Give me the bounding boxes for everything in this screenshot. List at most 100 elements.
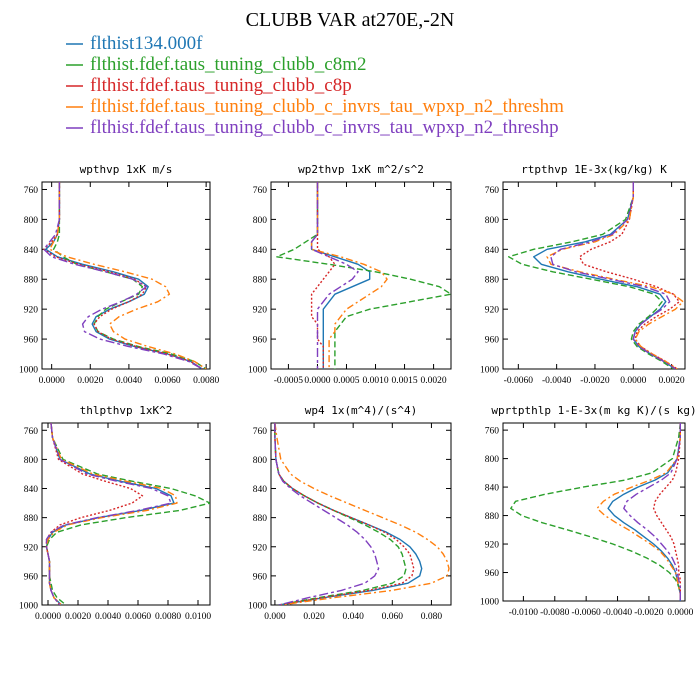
series-group bbox=[43, 182, 207, 369]
legend-label: flthist134.000f bbox=[90, 33, 203, 54]
panel-title: wp2thvp 1xK m^2/s^2 bbox=[298, 163, 424, 176]
y-tick-label: 920 bbox=[253, 543, 268, 553]
y-tick-label: 880 bbox=[24, 514, 39, 524]
y-tick-label: 920 bbox=[485, 306, 500, 316]
y-tick-label: 960 bbox=[485, 336, 500, 346]
series-line bbox=[274, 423, 407, 605]
x-tick-label: -0.0040 bbox=[603, 608, 633, 618]
y-tick-label: 960 bbox=[253, 572, 268, 582]
y-tick-label: 920 bbox=[485, 541, 500, 551]
plot-frame bbox=[502, 181, 686, 370]
legend-label: flthist.fdef.taus_tuning_clubb_c8p bbox=[90, 75, 352, 96]
y-tick-label: 920 bbox=[253, 306, 268, 316]
series-group bbox=[508, 182, 684, 369]
x-tick-label: 0.0020 bbox=[77, 376, 103, 386]
y-tick-label: 760 bbox=[24, 186, 39, 196]
series-group bbox=[45, 423, 210, 605]
legend-label: flthist.fdef.taus_tuning_clubb_c8m2 bbox=[90, 54, 367, 75]
series-line bbox=[623, 423, 681, 601]
x-tick-label: 0.0020 bbox=[659, 376, 685, 386]
legend-item: flthist134.000f bbox=[66, 33, 203, 54]
y-tick-label: 920 bbox=[24, 543, 39, 553]
x-tick-label: 0.0020 bbox=[421, 376, 447, 386]
series-line bbox=[276, 182, 451, 369]
x-tick-label: 0.020 bbox=[303, 612, 325, 622]
series-line bbox=[274, 423, 450, 605]
legend-item: flthist.fdef.taus_tuning_clubb_c8m2 bbox=[66, 54, 367, 75]
series-line bbox=[310, 182, 388, 369]
y-tick-label: 800 bbox=[253, 216, 268, 226]
y-tick-label: 760 bbox=[253, 427, 268, 437]
x-tick-label: -0.0005 bbox=[274, 376, 304, 386]
y-tick-label: 840 bbox=[24, 485, 39, 495]
panel-title: rtpthvp 1E-3x(kg/kg) K bbox=[521, 163, 667, 176]
series-line bbox=[274, 423, 415, 605]
x-tick-label: -0.0080 bbox=[540, 608, 570, 618]
y-tick-label: 760 bbox=[24, 427, 39, 437]
series-line bbox=[45, 423, 144, 605]
y-tick-label: 1000 bbox=[248, 602, 267, 612]
x-tick-label: 0.060 bbox=[382, 612, 404, 622]
y-tick-label: 800 bbox=[485, 216, 500, 226]
x-tick-label: 0.040 bbox=[342, 612, 364, 622]
x-tick-label: -0.0060 bbox=[504, 376, 534, 386]
series-line bbox=[652, 423, 681, 601]
series-group bbox=[276, 182, 451, 369]
series-line bbox=[310, 182, 359, 369]
y-tick-label: 880 bbox=[253, 276, 268, 286]
x-tick-label: 0.0040 bbox=[116, 376, 142, 386]
x-tick-label: -0.0020 bbox=[634, 608, 664, 618]
x-tick-label: 0.080 bbox=[421, 612, 443, 622]
y-tick-label: 840 bbox=[253, 485, 268, 495]
series-group bbox=[510, 423, 681, 601]
panel: wp4 1x(m^4)/(s^4)76080084088092096010000… bbox=[248, 404, 452, 622]
x-tick-label: -0.0040 bbox=[542, 376, 572, 386]
panel: thlpthvp 1xK^276080084088092096010000.00… bbox=[19, 404, 211, 622]
x-tick-label: 0.0010 bbox=[362, 376, 388, 386]
y-tick-label: 1000 bbox=[480, 366, 499, 376]
series-line bbox=[52, 182, 207, 369]
legend-item: flthist.fdef.taus_tuning_clubb_c_invrs_t… bbox=[66, 117, 559, 138]
series-group bbox=[274, 423, 450, 605]
y-tick-label: 960 bbox=[24, 572, 39, 582]
series-line bbox=[607, 423, 681, 601]
panel: wprtpthlp 1-E-3x(m kg K)/(s kg) 760 800 840… bbox=[480, 404, 697, 618]
x-tick-label: 0.0020 bbox=[65, 612, 91, 622]
x-tick-label: 0.0000 bbox=[620, 376, 646, 386]
y-tick-label: 1000 bbox=[19, 602, 38, 612]
y-tick-label: 1000 bbox=[480, 598, 499, 608]
panel-title: thlpthvp 1xK^2 bbox=[80, 404, 173, 417]
panel: rtpthvp 1E-3x(kg/kg) K 760 800 840 880 920 960… bbox=[480, 163, 686, 386]
y-tick-label: 840 bbox=[24, 246, 39, 256]
y-tick-label: 840 bbox=[253, 246, 268, 256]
x-tick-label: -0.0100 bbox=[509, 608, 539, 618]
series-line bbox=[45, 423, 178, 605]
series-line bbox=[310, 182, 336, 369]
x-tick-label: 0.0080 bbox=[155, 612, 181, 622]
legend: flthist134.000fflthist.fdef.taus_tuning_… bbox=[66, 33, 564, 138]
x-tick-label: 0.0000 bbox=[35, 612, 61, 622]
panels: wpthvp 1xK m/s76080084088092096010000.00… bbox=[19, 163, 697, 622]
x-tick-label: -0.0060 bbox=[572, 608, 602, 618]
y-tick-label: 800 bbox=[253, 456, 268, 466]
x-tick-label: 0.0100 bbox=[185, 612, 211, 622]
y-tick-label: 760 bbox=[253, 186, 268, 196]
series-line bbox=[45, 423, 172, 605]
x-tick-label: -0.0020 bbox=[580, 376, 610, 386]
x-tick-label: 0.000 bbox=[264, 612, 286, 622]
series-line bbox=[533, 182, 676, 369]
series-line bbox=[310, 182, 371, 369]
y-tick-label: 840 bbox=[485, 484, 500, 494]
y-tick-label: 960 bbox=[485, 569, 500, 579]
panel-title: wprtpthlp 1-E-3x(m kg K)/(s kg) bbox=[491, 404, 696, 417]
series-line bbox=[45, 423, 210, 605]
legend-item: flthist.fdef.taus_tuning_clubb_c_invrs_t… bbox=[66, 96, 564, 117]
y-tick-label: 960 bbox=[253, 336, 268, 346]
x-tick-label: 0.0015 bbox=[391, 376, 417, 386]
series-line bbox=[550, 182, 676, 369]
y-tick-label: 800 bbox=[24, 216, 39, 226]
series-line bbox=[43, 182, 203, 369]
legend-label: flthist.fdef.taus_tuning_clubb_c_invrs_t… bbox=[90, 117, 559, 138]
figure-title: CLUBB VAR at270E,-2N bbox=[246, 9, 455, 31]
